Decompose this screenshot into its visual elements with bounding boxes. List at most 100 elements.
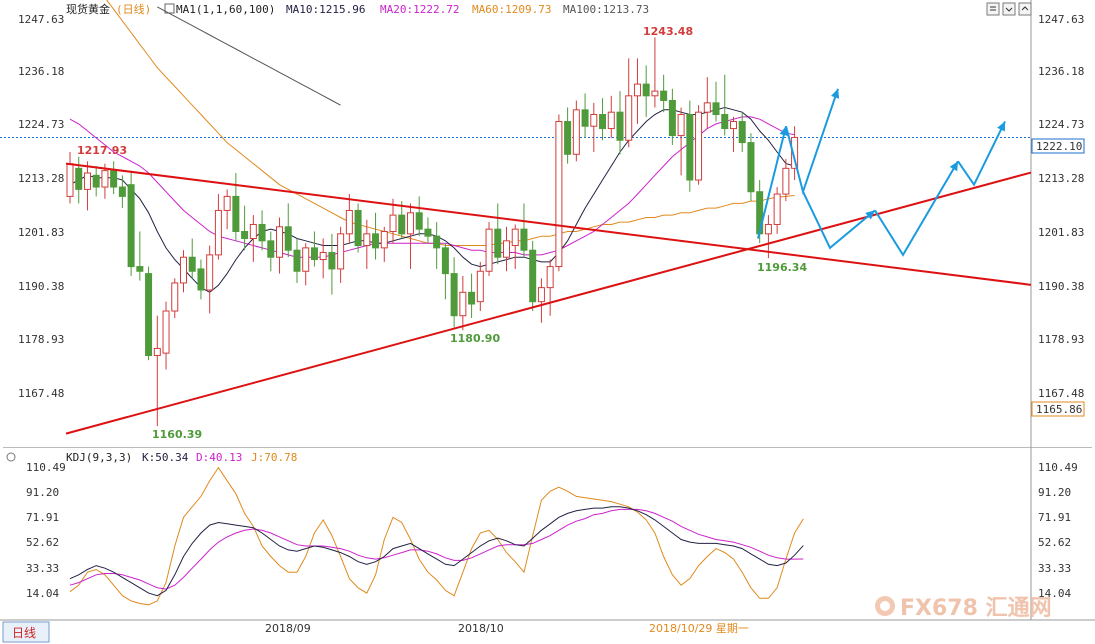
candle-body <box>529 249 537 303</box>
candle <box>363 219 371 269</box>
candle-body <box>406 212 414 235</box>
candle <box>791 126 799 181</box>
candle-body <box>599 114 607 130</box>
expand-panel-icon[interactable] <box>1018 2 1032 16</box>
forecast-arrowhead <box>865 210 875 220</box>
kdj-j-line <box>69 466 804 606</box>
kdj-tick-label-left: 110.49 <box>26 461 66 474</box>
current-price-box <box>1031 138 1085 154</box>
candle <box>642 65 650 117</box>
candle-body <box>110 170 118 188</box>
candle-body <box>773 193 781 225</box>
candle <box>572 100 580 162</box>
candle-body <box>206 254 214 291</box>
candle <box>153 315 161 427</box>
candle <box>607 95 615 138</box>
candle-body <box>197 268 205 291</box>
kdj-settings-icon[interactable] <box>6 452 16 462</box>
candle-body <box>729 121 737 130</box>
candle-body <box>555 121 563 268</box>
candle-body <box>703 102 711 113</box>
candle <box>145 266 153 361</box>
candle-body <box>459 291 467 317</box>
candle-body <box>66 163 74 197</box>
candle <box>424 217 432 244</box>
price-plot <box>0 0 1032 435</box>
candle <box>686 100 694 192</box>
ma60-value: MA60:1209.73 <box>472 3 551 16</box>
forecast-path <box>757 125 787 239</box>
window-buttons <box>986 2 1032 16</box>
tab-daily-label: 日线 <box>12 626 36 640</box>
price-tick-label: 1213.28 <box>1038 172 1084 185</box>
ma100-line <box>157 6 341 106</box>
candle-body <box>607 111 615 130</box>
candle <box>738 112 746 152</box>
cursor-date-label: 2018/10/29 星期一 <box>649 622 749 635</box>
kdj-name: KDJ(9,3,3) <box>66 451 132 464</box>
left-high-label: 1217.93 <box>77 144 127 157</box>
price-tick-label: 1178.93 <box>1038 333 1084 346</box>
candle <box>380 226 388 262</box>
candle <box>310 231 318 267</box>
price-tick-label-left: 1167.48 <box>18 387 64 400</box>
lower-price-tag: 1165.86 <box>1031 401 1085 417</box>
candle <box>345 194 353 244</box>
candle-body <box>520 228 528 251</box>
candle-body <box>721 114 729 130</box>
candle-body <box>651 90 659 97</box>
candle <box>188 238 196 279</box>
watermark-text: FX678 汇通网 <box>900 596 1052 621</box>
candle <box>537 278 545 323</box>
ma20-line <box>69 116 795 258</box>
candle-body <box>83 172 91 190</box>
kdj-tick-label: 110.49 <box>1038 461 1078 474</box>
forecast-arrowhead <box>831 88 840 99</box>
kdj-tick-label-left: 71.91 <box>26 511 59 524</box>
candle <box>459 275 467 331</box>
collapse-panel-icon[interactable] <box>1002 2 1016 16</box>
candle-body <box>511 228 519 247</box>
price-tick-label-left: 1178.93 <box>18 333 64 346</box>
kdj-header: KDJ(9,3,3) K:50.34 D:40.13 J:70.78 <box>6 451 297 464</box>
candle-body <box>686 114 694 181</box>
candle-body <box>738 121 746 144</box>
kdj-axis: 110.49 91.20 71.91 52.62 33.33 14.04 <box>1038 461 1078 600</box>
candle-body <box>424 228 432 237</box>
candle-body <box>302 247 310 272</box>
peak-price-label: 1243.48 <box>643 25 693 38</box>
price-tick-label-left: 1190.38 <box>18 280 64 293</box>
watermark-logo-inner <box>880 601 890 611</box>
candle-body <box>363 233 371 247</box>
candle-body <box>764 223 772 235</box>
candle <box>258 210 266 251</box>
kdj-d-line <box>69 508 804 590</box>
candle <box>372 212 380 260</box>
price-axis-left: 1247.63 1236.18 1224.73 1213.28 1201.83 … <box>18 13 64 400</box>
candle-body <box>791 136 799 169</box>
candle <box>633 58 641 124</box>
candle-body <box>398 214 406 235</box>
candle <box>599 98 607 141</box>
candle <box>118 175 126 209</box>
tab-daily[interactable] <box>2 621 50 643</box>
collapse-panel-glyph <box>1005 7 1013 12</box>
candle-body <box>153 347 161 356</box>
candle-body <box>537 287 545 303</box>
bottom-tab-bar: 日线 <box>2 621 50 643</box>
candle-body <box>564 121 572 155</box>
candle-body <box>695 111 703 181</box>
candle <box>284 203 292 258</box>
candle-body <box>101 170 109 188</box>
price-tick-label-left: 1224.73 <box>18 118 64 131</box>
forecast-arrowhead <box>997 121 1005 132</box>
symbol-label: 现货黄金 <box>66 2 110 16</box>
candle <box>337 226 345 283</box>
candle <box>511 224 519 269</box>
candle <box>398 201 406 239</box>
candle <box>668 88 676 145</box>
candle <box>546 259 554 316</box>
candle-body <box>328 252 336 270</box>
candle-body <box>581 109 589 127</box>
restore-panel-icon[interactable] <box>986 2 1000 16</box>
